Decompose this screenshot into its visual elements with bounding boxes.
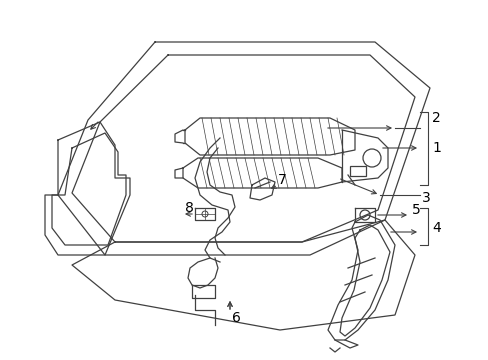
Text: 1: 1 xyxy=(431,141,440,155)
Text: 4: 4 xyxy=(431,221,440,235)
Text: 2: 2 xyxy=(431,111,440,125)
Text: 5: 5 xyxy=(411,203,420,217)
FancyBboxPatch shape xyxy=(349,166,365,176)
Text: 7: 7 xyxy=(278,173,286,187)
Text: 3: 3 xyxy=(421,191,430,205)
Text: 6: 6 xyxy=(231,311,241,325)
Text: 8: 8 xyxy=(184,201,193,215)
